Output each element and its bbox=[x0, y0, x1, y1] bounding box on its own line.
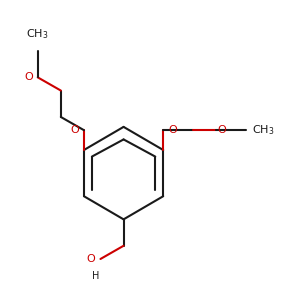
Text: CH$_3$: CH$_3$ bbox=[252, 123, 275, 137]
Text: O: O bbox=[70, 125, 79, 135]
Text: CH$_3$: CH$_3$ bbox=[26, 27, 49, 41]
Text: H: H bbox=[92, 271, 99, 281]
Text: O: O bbox=[218, 125, 226, 135]
Text: O: O bbox=[87, 254, 95, 264]
Text: O: O bbox=[24, 72, 33, 82]
Text: O: O bbox=[168, 125, 177, 135]
